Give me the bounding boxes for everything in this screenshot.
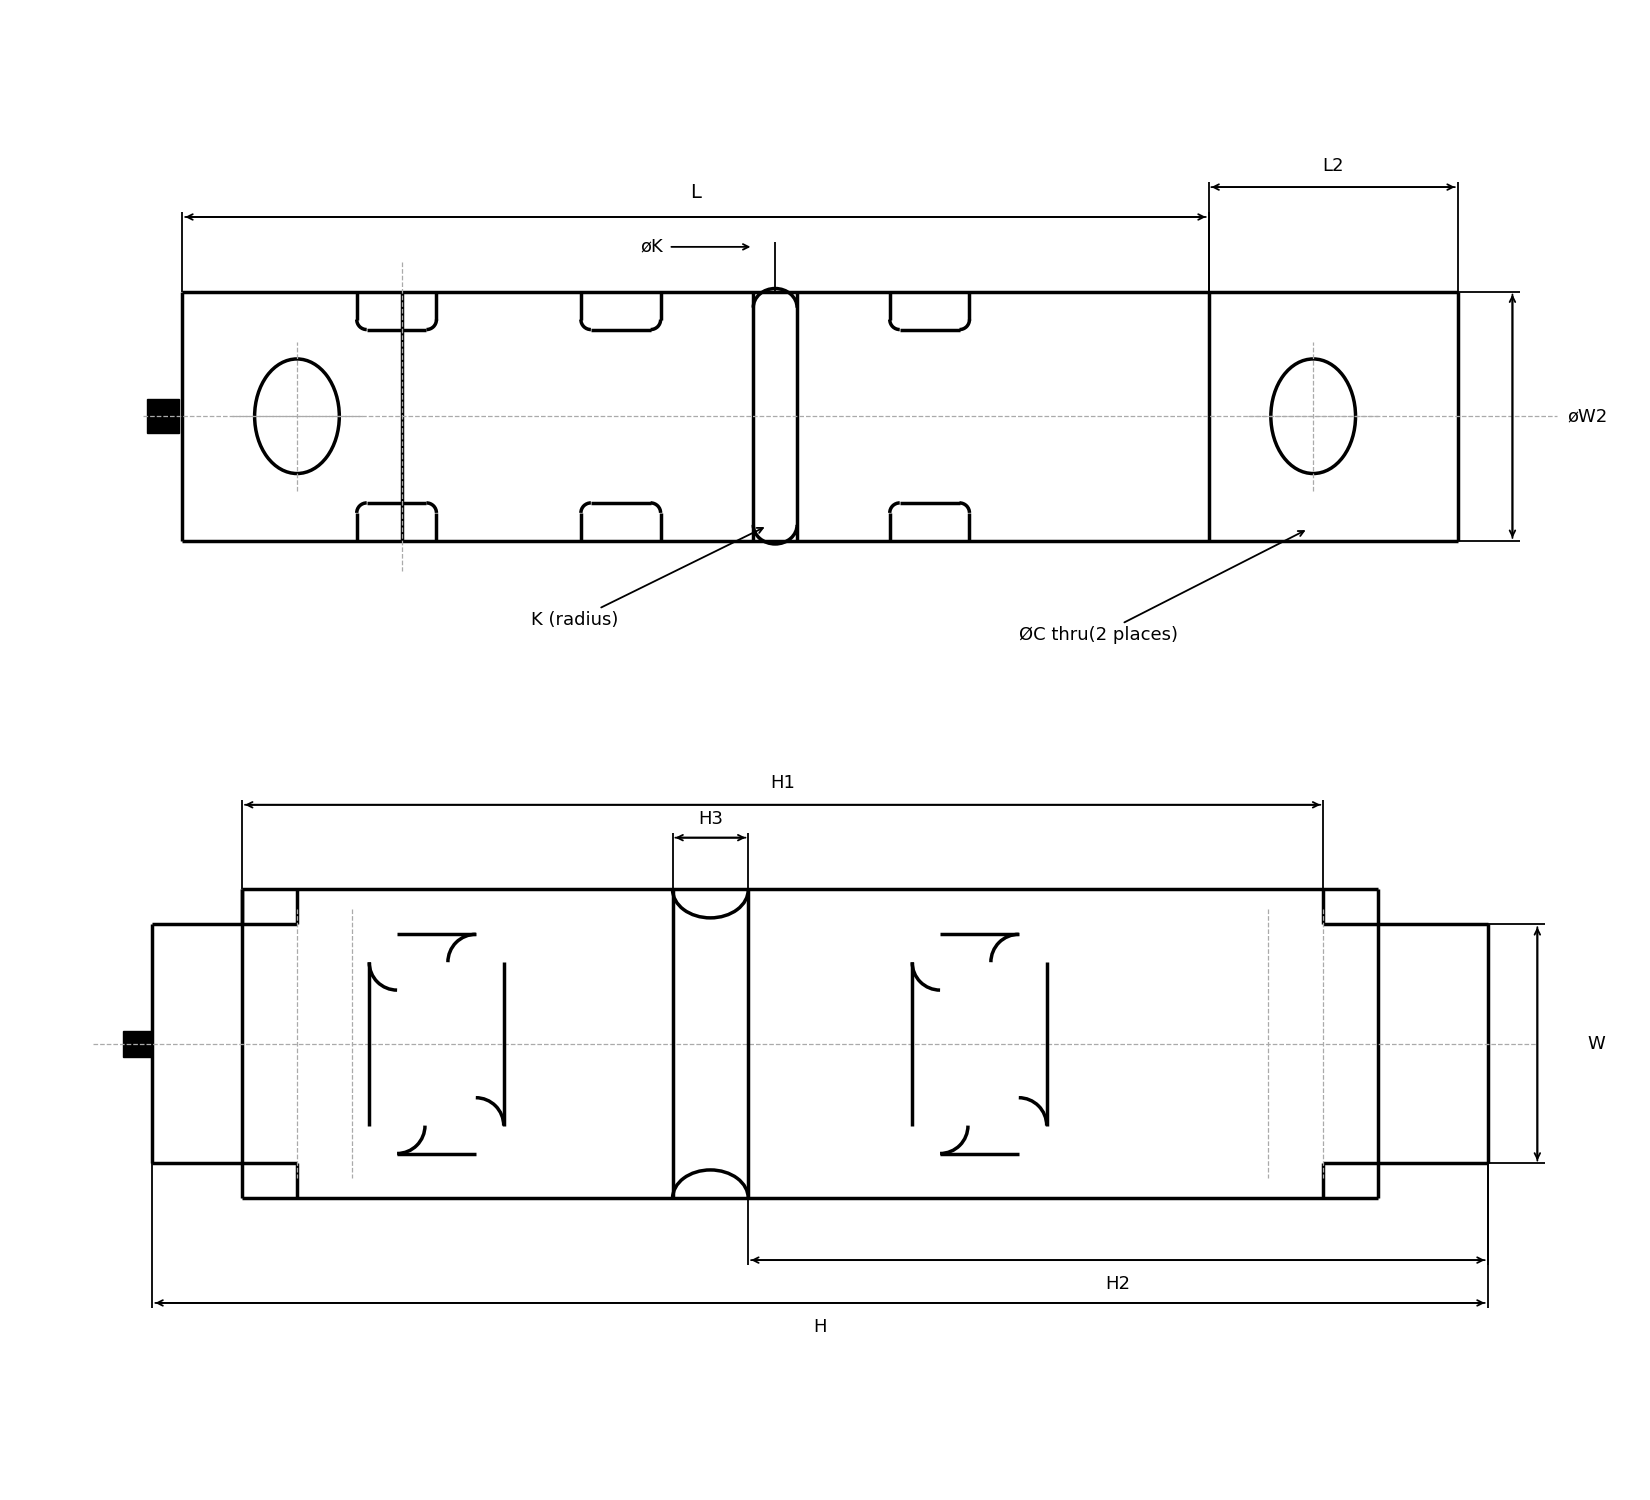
Text: L: L bbox=[690, 183, 701, 203]
Text: W: W bbox=[1587, 1035, 1605, 1053]
Text: H: H bbox=[813, 1318, 827, 1336]
Text: K (radius): K (radius) bbox=[531, 528, 762, 630]
Text: L2: L2 bbox=[1322, 158, 1343, 176]
Text: H3: H3 bbox=[698, 810, 723, 828]
Bar bbox=[122, 1030, 150, 1057]
Text: øK: øK bbox=[640, 238, 663, 256]
Text: ØC thru(2 places): ØC thru(2 places) bbox=[1020, 531, 1304, 645]
Text: øW2: øW2 bbox=[1568, 406, 1607, 424]
Text: H1: H1 bbox=[771, 774, 795, 792]
Text: H2: H2 bbox=[1106, 1275, 1130, 1293]
Bar bbox=[147, 399, 180, 433]
